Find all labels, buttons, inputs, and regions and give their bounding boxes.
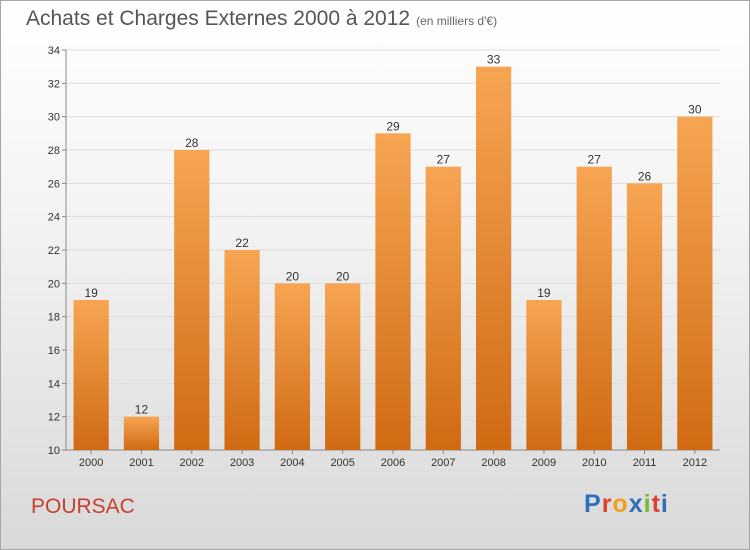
y-tick-label: 14: [48, 378, 60, 390]
commune-name: POURSAC: [31, 495, 135, 518]
logo-letter: i: [660, 490, 669, 518]
bar: [274, 283, 310, 450]
bar-value-label: 30: [688, 103, 702, 117]
bar-value-label: 29: [386, 119, 400, 133]
y-tick-label: 12: [48, 412, 60, 424]
bar-value-label: 22: [235, 236, 249, 250]
y-tick-label: 24: [48, 212, 60, 224]
bar: [325, 283, 361, 450]
bar: [224, 250, 260, 450]
labels: 19 12 28 22 20 20 29 27 33 19 27 26 30: [84, 53, 701, 417]
x-tick-label: 2010: [582, 457, 606, 469]
logo-letter: t: [651, 490, 661, 518]
title-text: Achats et Charges Externes 2000 à 2012: [26, 7, 411, 30]
bar: [476, 66, 512, 451]
x-tick-label: 2001: [129, 457, 153, 469]
bar-value-label: 19: [537, 286, 551, 300]
bar: [576, 166, 612, 450]
x-tick-label: 2005: [330, 457, 354, 469]
bar-value-label: 12: [135, 403, 149, 417]
y-tick-label: 18: [48, 312, 60, 324]
y-tick-label: 20: [48, 278, 60, 290]
y-tick-label: 22: [48, 245, 60, 257]
y-tick-label: 10: [48, 445, 60, 457]
bar-value-label: 19: [84, 286, 98, 300]
bar: [123, 416, 160, 450]
logo-letter: i: [643, 490, 652, 518]
x-tick-label: 2004: [280, 457, 304, 469]
bar-value-label: 27: [588, 153, 602, 167]
y-tick-label: 30: [48, 112, 60, 124]
logo-letter: P: [584, 490, 602, 518]
proxiti-logo: Proxiti: [584, 490, 669, 519]
bar: [677, 116, 713, 451]
bar: [174, 150, 210, 450]
logo-letter: o: [612, 490, 629, 518]
bar: [375, 133, 411, 451]
x-tick-label: 2003: [230, 457, 254, 469]
x-tick-label: 2009: [532, 457, 556, 469]
x-tick-label: 2007: [431, 457, 455, 469]
x-tick-label: 2008: [481, 457, 505, 469]
bars: [73, 66, 713, 451]
y-tick-label: 26: [48, 178, 60, 190]
bar: [425, 166, 461, 450]
logo-letter: x: [628, 490, 644, 518]
y-tick-label: 34: [48, 45, 60, 57]
bar: [73, 300, 109, 450]
x-tick-label: 2002: [180, 457, 204, 469]
x-tick-label: 2006: [381, 457, 405, 469]
x-tick-label: 2011: [633, 457, 657, 469]
bar-value-label: 27: [437, 153, 451, 167]
y-tick-label: 32: [48, 78, 60, 90]
bar-value-label: 20: [336, 269, 350, 283]
x-tick-label: 2012: [683, 457, 707, 469]
bar-value-label: 26: [638, 169, 652, 183]
y-tick-label: 28: [48, 145, 60, 157]
bar-value-label: 20: [286, 269, 300, 283]
bar-value-label: 28: [185, 136, 199, 150]
logo-letter: r: [601, 490, 613, 518]
y-tick-label: 16: [48, 345, 60, 357]
bar-value-label: 33: [487, 53, 501, 67]
bar: [526, 300, 562, 450]
bar: [626, 183, 663, 451]
x-tick-label: 2000: [79, 457, 103, 469]
chart-title: Achats et Charges Externes 2000 à 2012 (e…: [26, 7, 497, 31]
chart-subtitle: (en milliers d'€): [416, 14, 498, 28]
